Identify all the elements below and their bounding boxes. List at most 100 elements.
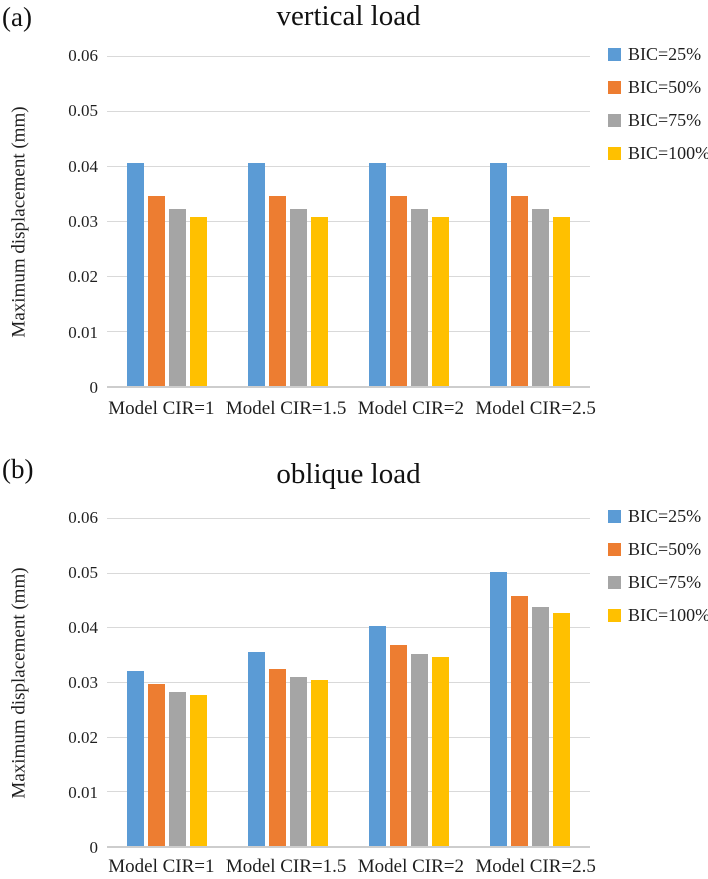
gridline [107, 56, 590, 57]
legend-item: BIC=25% [608, 44, 708, 65]
category-label: Model CIR=1 [108, 398, 215, 419]
bar-bic-75- [290, 209, 308, 386]
legend-label: BIC=25% [628, 506, 702, 526]
y-tick-label: 0.05 [68, 563, 98, 582]
legend-label: BIC=25% [628, 44, 702, 64]
gridline [107, 682, 590, 683]
category-label: Model CIR=2 [357, 856, 464, 877]
legend-label: BIC=50% [628, 77, 702, 97]
bar-bic-50- [389, 195, 407, 386]
legend-label: BIC=100% [628, 605, 708, 625]
legend-marker-icon [608, 48, 621, 61]
bar-group [228, 518, 349, 846]
category-label: Model CIR=1.5 [225, 856, 347, 877]
bar-bic-25- [127, 162, 145, 386]
y-tick-label: 0.06 [68, 508, 98, 527]
y-tick-label: 0.05 [68, 101, 98, 121]
legend-marker-icon [608, 543, 621, 556]
bar-bic-25- [489, 162, 507, 386]
y-tick-label: 0 [89, 377, 99, 397]
bar-group [107, 56, 228, 386]
y-tick-label: 0.03 [68, 673, 98, 692]
category-label: Model CIR=2.5 [475, 856, 596, 877]
legend-item: BIC=75% [608, 572, 708, 593]
bar-bic-25- [127, 670, 145, 846]
y-tick-label: 0.03 [68, 211, 98, 231]
bar-bic-25- [248, 162, 266, 386]
bar-bic-75- [290, 676, 308, 846]
y-axis-tick-labels: 0.06 0.05 0.04 0.03 0.02 0.01 0 [34, 508, 98, 858]
legend-marker-icon [608, 609, 621, 622]
y-axis-title: Maximum displacement (mm) [9, 106, 30, 338]
legend-marker-icon [608, 576, 621, 589]
bar-bic-25- [489, 572, 507, 846]
legend-item: BIC=100% [608, 605, 708, 626]
gridline [107, 572, 590, 574]
legend-marker-icon [608, 147, 621, 160]
y-tick-label: 0.02 [68, 728, 98, 747]
bar-groups [107, 518, 590, 846]
gridline [107, 791, 590, 793]
gridline [107, 221, 590, 222]
bar-bic-100- [311, 679, 329, 846]
y-tick-label: 0.01 [68, 322, 98, 342]
legend-item: BIC=100% [608, 143, 708, 164]
bar-bic-50- [510, 596, 528, 846]
gridline [107, 276, 590, 277]
bar-bic-50- [510, 195, 528, 386]
bar-bic-50- [269, 668, 287, 846]
y-axis-title-box: Maximum displacement (mm) [2, 56, 38, 388]
legend-item: BIC=50% [608, 539, 708, 560]
bar-group [469, 518, 590, 846]
x-axis-category-labels: Model CIR=1 Model CIR=1.5 Model CIR=2 Model… [99, 398, 598, 420]
bar-bic-50- [148, 684, 166, 846]
bar-group [349, 518, 470, 846]
bar-bic-75- [531, 209, 549, 386]
category-label: Model CIR=1 [108, 856, 215, 877]
bar-bic-100- [431, 217, 449, 386]
legend-label: BIC=100% [628, 143, 708, 163]
bar-bic-75- [410, 209, 428, 386]
legend: BIC=25% BIC=50% BIC=75% BIC=100% [608, 44, 708, 164]
legend-item: BIC=75% [608, 110, 708, 131]
bar-bic-100- [552, 217, 570, 386]
panel-label-a: (a) [2, 2, 32, 32]
legend-label: BIC=75% [628, 110, 702, 130]
gridline [107, 331, 590, 332]
y-tick-label: 0 [89, 838, 99, 857]
category-label: Model CIR=2 [357, 398, 464, 419]
bar-group [469, 56, 590, 386]
legend-marker-icon [608, 81, 621, 94]
bar-group [349, 56, 470, 386]
gridline [107, 166, 590, 167]
legend-marker-icon [608, 114, 621, 127]
bar-bic-100- [311, 217, 329, 386]
chart-title-oblique-load: oblique load [276, 458, 421, 490]
legend-label: BIC=50% [628, 539, 702, 559]
legend-marker-icon [608, 510, 621, 523]
chart-oblique-load: (b) oblique load Maximum displacement (m… [0, 448, 708, 879]
bar-bic-100- [552, 613, 570, 846]
category-label: Model CIR=2.5 [475, 398, 596, 419]
bar-bic-100- [190, 694, 208, 846]
bar-bic-50- [148, 195, 166, 386]
bar-bic-75- [410, 653, 428, 846]
y-axis-tick-labels: 0.06 0.05 0.04 0.03 0.02 0.01 0 [34, 46, 98, 398]
y-tick-label: 0.04 [68, 618, 98, 637]
legend-item: BIC=25% [608, 506, 708, 527]
gridline [107, 736, 590, 738]
y-tick-label: 0.02 [68, 267, 98, 287]
chart-title-vertical-load: vertical load [276, 0, 421, 32]
y-axis-title: Maximum displacement (mm) [9, 567, 30, 799]
panel-label-b: (b) [2, 454, 34, 484]
bar-groups [107, 56, 590, 386]
legend-item: BIC=50% [608, 77, 708, 98]
y-tick-label: 0.06 [68, 46, 98, 65]
bar-bic-100- [190, 217, 208, 386]
category-label: Model CIR=1.5 [225, 398, 347, 419]
bar-bic-50- [269, 195, 287, 386]
y-axis-title-box: Maximum displacement (mm) [2, 518, 38, 848]
bar-bic-100- [431, 657, 449, 846]
plot-area [107, 518, 590, 848]
